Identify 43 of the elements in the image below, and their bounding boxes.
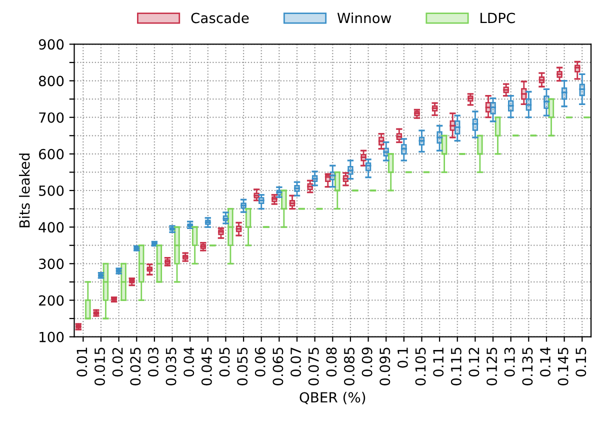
y-tick-label: 900: [38, 39, 64, 50]
y-tick-label: 800: [38, 76, 64, 86]
x-tick-label: 0.13: [504, 348, 515, 377]
x-tick-label: 0.065: [272, 348, 284, 386]
x-tick-label: 0.04: [184, 347, 194, 377]
legend-label: LDPC: [480, 12, 515, 24]
x-tick-label: 0.055: [237, 348, 248, 386]
x-tick-label: 0.105: [415, 348, 426, 386]
x-tick-label: 0.025: [130, 348, 141, 386]
x-tick-label: 0.03: [148, 348, 158, 377]
x-tick-label: 0.06: [254, 347, 266, 377]
x-tick-label: 0.125: [486, 348, 498, 386]
x-tick-label: 0.015: [94, 348, 106, 386]
x-tick-label: 0.135: [522, 348, 533, 386]
y-tick-label: 300: [39, 258, 64, 270]
y-tick-label: 400: [38, 222, 64, 233]
legend-label: Cascade: [191, 12, 249, 24]
x-tick-label: 0.05: [219, 348, 230, 377]
x-tick-label: 0.08: [326, 347, 337, 377]
x-axis-title: QBER (%): [300, 392, 366, 404]
x-tick-label: 0.115: [450, 348, 462, 386]
x-tick-label: 0.085: [344, 348, 354, 386]
y-axis-title: Bits leaked: [19, 154, 30, 228]
x-tick-label: 0.12: [468, 348, 480, 377]
x-tick-label: 0.075: [308, 348, 319, 386]
y-tick-label: 700: [39, 112, 64, 123]
x-tick-label: 0.095: [380, 348, 390, 386]
x-tick-label: 0.01: [76, 348, 88, 377]
x-tick-label: 0.1: [397, 348, 408, 368]
x-tick-label: 0.11: [433, 348, 444, 377]
x-tick-label: 0.02: [112, 348, 123, 377]
x-tick-label: 0.15: [576, 348, 586, 377]
x-tick-label: 0.035: [166, 348, 176, 386]
x-tick-label: 0.09: [362, 348, 372, 377]
y-tick-label: 500: [39, 185, 64, 196]
x-tick-label: 0.07: [290, 348, 302, 377]
x-tick-label: 0.145: [558, 348, 568, 386]
y-tick-label: 200: [39, 295, 64, 306]
legend-label: Winnow: [337, 12, 392, 24]
y-tick-label: 600: [38, 148, 64, 160]
y-tick-label: 100: [40, 332, 64, 342]
x-tick-label: 0.14: [540, 347, 551, 377]
x-tick-label: 0.045: [201, 348, 212, 386]
